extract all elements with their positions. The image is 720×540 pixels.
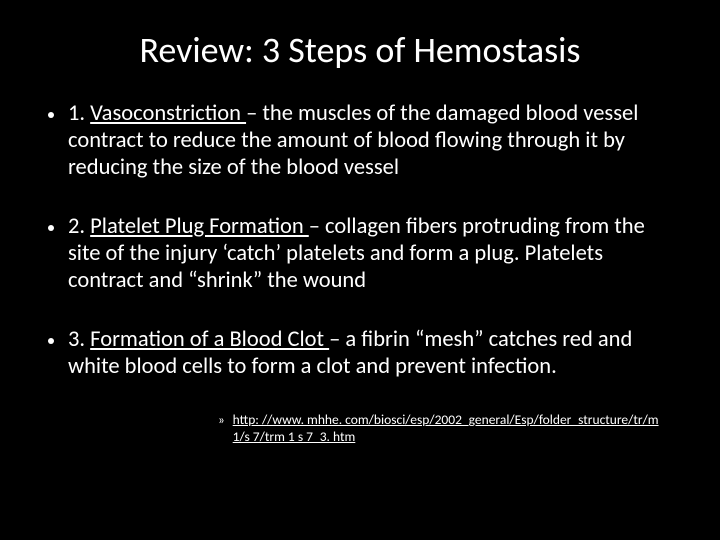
bullet-num: 2. <box>68 213 90 240</box>
bullet-text: 2. Platelet Plug Formation – collagen fi… <box>68 213 672 294</box>
link-marker-icon: » <box>218 413 225 428</box>
bullet-term: Formation of a Blood Clot <box>90 326 329 353</box>
slide-title: Review: 3 Steps of Hemostasis <box>48 28 672 72</box>
bullet-text: 3. Formation of a Blood Clot – a fibrin … <box>68 326 672 380</box>
reference-link[interactable]: http: //www. mhhe. com/biosci/esp/2002_g… <box>233 412 672 446</box>
bullet-term: Platelet Plug Formation <box>90 213 309 240</box>
bullet-text: 1. Vasoconstriction – the muscles of the… <box>68 100 672 181</box>
slide: Review: 3 Steps of Hemostasis 1. Vasocon… <box>0 0 720 540</box>
bullet-item: 3. Formation of a Blood Clot – a fibrin … <box>48 326 672 380</box>
reference-link-row: » http: //www. mhhe. com/biosci/esp/2002… <box>218 412 672 446</box>
bullet-item: 1. Vasoconstriction – the muscles of the… <box>48 100 672 181</box>
bullet-dot-icon <box>48 338 54 344</box>
bullet-item: 2. Platelet Plug Formation – collagen fi… <box>48 213 672 294</box>
bullet-dot-icon <box>48 112 54 118</box>
bullet-dot-icon <box>48 225 54 231</box>
bullet-num: 3. <box>68 326 90 353</box>
bullet-term: Vasoconstriction <box>90 100 246 127</box>
bullet-num: 1. <box>68 100 90 127</box>
